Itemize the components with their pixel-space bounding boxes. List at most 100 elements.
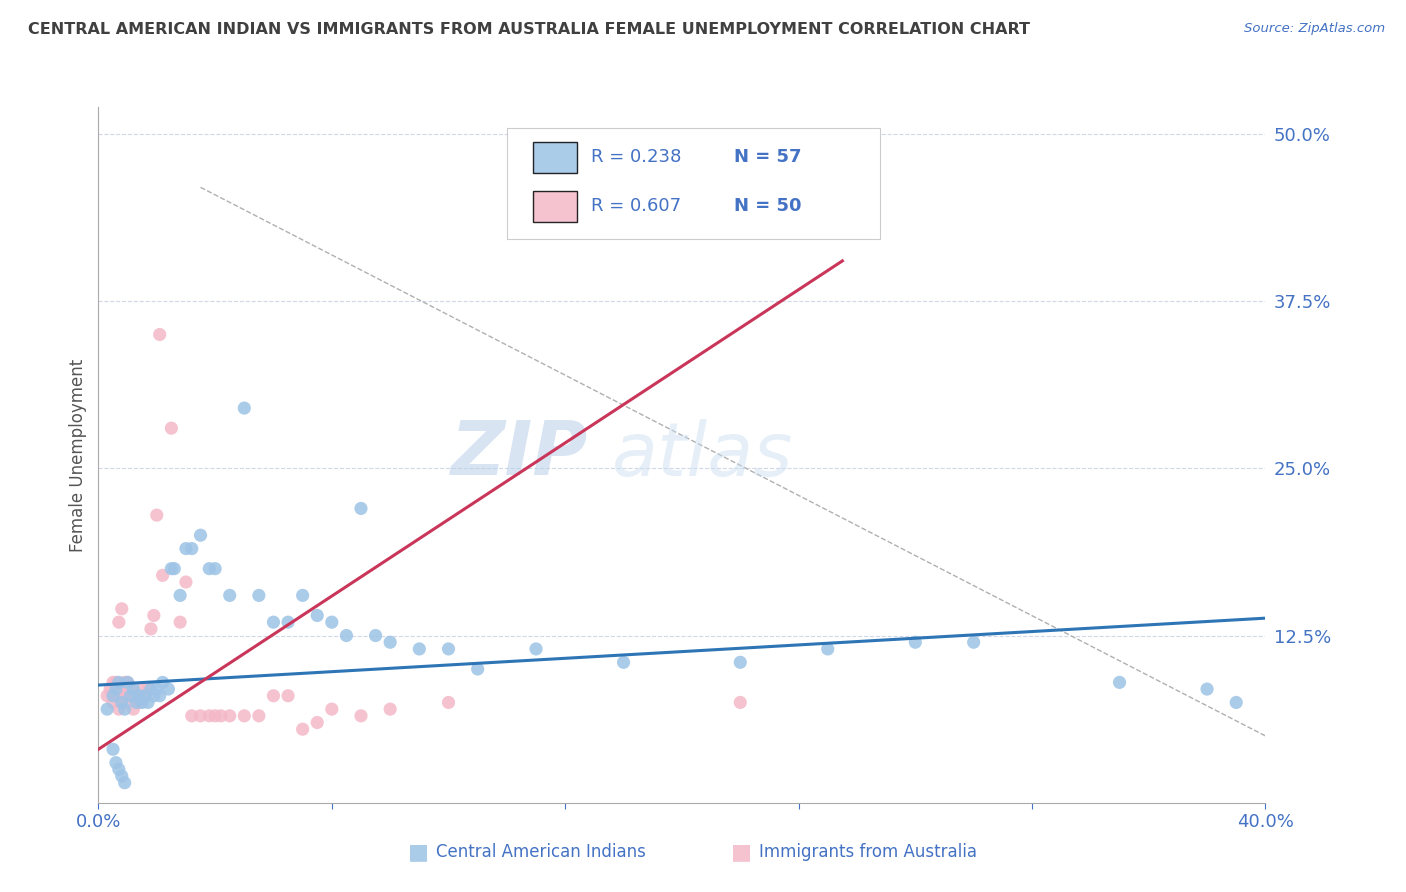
Point — [247, 708, 270, 723]
Point — [612, 655, 634, 669]
FancyBboxPatch shape — [506, 128, 880, 239]
Point — [117, 689, 139, 703]
Point — [247, 589, 270, 603]
Point — [157, 681, 180, 696]
Point — [108, 615, 131, 630]
Point — [169, 589, 191, 603]
Point — [101, 675, 124, 690]
Point — [262, 615, 284, 630]
Point — [136, 681, 159, 696]
Point — [108, 675, 131, 690]
Point — [277, 615, 299, 630]
Point — [146, 508, 169, 523]
Point — [101, 696, 124, 710]
Text: ■: ■ — [731, 842, 752, 862]
Point — [108, 762, 131, 776]
Point — [104, 756, 127, 770]
Point — [364, 628, 387, 642]
Point — [180, 541, 202, 556]
Point — [152, 675, 174, 690]
Point — [114, 775, 136, 790]
FancyBboxPatch shape — [533, 142, 576, 173]
Point — [146, 681, 169, 696]
Point — [117, 675, 139, 690]
Point — [174, 541, 197, 556]
Point — [128, 689, 150, 703]
Point — [152, 568, 174, 582]
Point — [350, 708, 373, 723]
Point — [262, 689, 284, 703]
Point — [233, 708, 256, 723]
Text: Source: ZipAtlas.com: Source: ZipAtlas.com — [1244, 22, 1385, 36]
Point — [142, 689, 165, 703]
Point — [125, 689, 148, 703]
Point — [291, 723, 314, 737]
Text: atlas: atlas — [612, 419, 793, 491]
Text: ■: ■ — [408, 842, 429, 862]
Text: Immigrants from Australia: Immigrants from Australia — [759, 843, 977, 861]
Point — [962, 635, 984, 649]
Point — [190, 708, 212, 723]
Point — [111, 602, 134, 616]
Point — [101, 689, 124, 703]
Text: R = 0.607: R = 0.607 — [591, 197, 681, 215]
Text: R = 0.238: R = 0.238 — [591, 148, 682, 166]
Point — [101, 742, 124, 756]
Point — [120, 681, 142, 696]
Text: CENTRAL AMERICAN INDIAN VS IMMIGRANTS FROM AUSTRALIA FEMALE UNEMPLOYMENT CORRELA: CENTRAL AMERICAN INDIAN VS IMMIGRANTS FR… — [28, 22, 1031, 37]
Point — [114, 702, 136, 716]
Point — [467, 662, 489, 676]
Point — [136, 696, 159, 710]
Point — [307, 608, 329, 623]
Point — [96, 702, 118, 716]
Point — [180, 708, 202, 723]
Point — [139, 681, 162, 696]
Point — [111, 681, 134, 696]
Point — [169, 615, 191, 630]
Point — [524, 642, 547, 657]
Point — [149, 689, 172, 703]
Point — [108, 681, 131, 696]
Text: N = 50: N = 50 — [734, 197, 801, 215]
Point — [120, 689, 142, 703]
Point — [218, 589, 240, 603]
Point — [125, 696, 148, 710]
Point — [321, 615, 343, 630]
Point — [122, 681, 145, 696]
Point — [131, 696, 153, 710]
Text: N = 57: N = 57 — [734, 148, 801, 166]
Point — [139, 622, 162, 636]
Point — [817, 642, 839, 657]
Point — [117, 675, 139, 690]
Point — [128, 696, 150, 710]
Point — [437, 696, 460, 710]
Point — [149, 327, 172, 342]
Point — [104, 681, 127, 696]
Point — [728, 655, 751, 669]
Y-axis label: Female Unemployment: Female Unemployment — [69, 359, 87, 551]
Point — [190, 528, 212, 542]
Point — [104, 689, 127, 703]
Point — [114, 696, 136, 710]
Point — [122, 689, 145, 703]
Point — [131, 681, 153, 696]
Point — [728, 696, 751, 710]
Point — [524, 220, 547, 235]
Point — [335, 628, 357, 642]
Point — [134, 689, 156, 703]
Point — [198, 562, 221, 576]
Point — [198, 708, 221, 723]
Point — [1225, 696, 1247, 710]
Point — [204, 562, 226, 576]
Point — [160, 562, 183, 576]
Point — [96, 689, 118, 703]
Point — [111, 769, 134, 783]
Point — [163, 562, 186, 576]
Point — [134, 689, 156, 703]
Point — [104, 675, 127, 690]
Point — [114, 675, 136, 690]
Point — [108, 702, 131, 716]
Point — [904, 635, 927, 649]
Point — [204, 708, 226, 723]
Point — [378, 702, 402, 716]
